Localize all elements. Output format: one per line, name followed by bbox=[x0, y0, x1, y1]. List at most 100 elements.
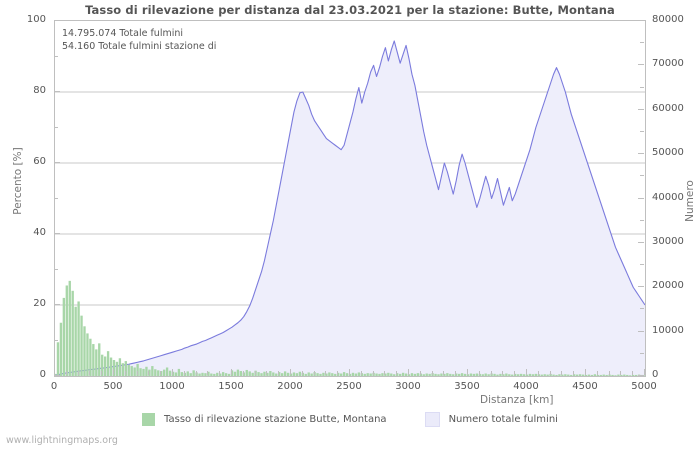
y-axis-right-tick-label: 50000 bbox=[652, 147, 684, 159]
axis-tick-mark bbox=[54, 233, 60, 234]
axis-tick-mark bbox=[455, 371, 457, 375]
axis-tick-mark bbox=[101, 371, 103, 375]
axis-tick-mark bbox=[408, 369, 409, 375]
x-axis-tick-label: 4500 bbox=[572, 381, 598, 392]
axis-tick-mark bbox=[172, 369, 173, 375]
axis-tick-mark bbox=[467, 369, 468, 375]
y-axis-right-tick-label: 20000 bbox=[652, 280, 684, 292]
axis-tick-mark bbox=[490, 371, 492, 375]
axis-tick-mark bbox=[640, 219, 644, 221]
legend-item[interactable]: Tasso di rilevazione stazione Butte, Mon… bbox=[142, 413, 387, 426]
axis-tick-mark bbox=[148, 371, 150, 375]
axis-tick-mark bbox=[640, 86, 644, 88]
axis-tick-mark bbox=[585, 369, 586, 375]
axis-tick-mark bbox=[608, 371, 610, 375]
axis-tick-mark bbox=[561, 371, 563, 375]
axis-tick-mark bbox=[54, 20, 60, 21]
axis-tick-mark bbox=[54, 304, 60, 305]
axis-tick-mark bbox=[573, 371, 575, 375]
x-axis-tick-label: 500 bbox=[103, 381, 123, 392]
axis-tick-mark bbox=[638, 197, 644, 199]
y-axis-left-tick-label: 100 bbox=[26, 14, 46, 25]
axis-tick-mark bbox=[549, 371, 551, 375]
plot-area bbox=[54, 20, 646, 377]
chart-title: Tasso di rilevazione per distanza dal 23… bbox=[85, 3, 615, 17]
axis-tick-mark bbox=[620, 371, 622, 375]
axis-tick-mark bbox=[443, 371, 445, 375]
axis-tick-mark bbox=[360, 371, 362, 375]
axis-tick-mark bbox=[54, 268, 58, 270]
axis-tick-mark bbox=[113, 369, 114, 375]
chart-legend: Tasso di rilevazione stazione Butte, Mon… bbox=[0, 412, 700, 427]
axis-tick-mark bbox=[640, 130, 644, 132]
x-axis-tick-label: 3000 bbox=[395, 381, 421, 392]
axis-tick-mark bbox=[640, 308, 644, 310]
axis-tick-mark bbox=[195, 371, 197, 375]
axis-tick-mark bbox=[396, 371, 398, 375]
axis-tick-mark bbox=[231, 369, 232, 375]
axis-tick-mark bbox=[431, 371, 433, 375]
axis-tick-mark bbox=[77, 371, 79, 375]
x-axis-tick-label: 2500 bbox=[336, 381, 362, 392]
y-axis-left-tick-label: 20 bbox=[33, 298, 46, 309]
axis-tick-mark bbox=[514, 371, 516, 375]
axis-tick-mark bbox=[638, 108, 644, 110]
axis-tick-mark bbox=[478, 371, 480, 375]
legend-swatch-icon bbox=[424, 412, 440, 427]
axis-tick-mark bbox=[537, 371, 539, 375]
axis-tick-mark bbox=[54, 91, 60, 92]
axis-tick-mark bbox=[638, 286, 644, 288]
axis-tick-mark bbox=[183, 371, 185, 375]
axis-tick-mark bbox=[526, 369, 527, 375]
y-axis-right-tick-label: 30000 bbox=[652, 235, 684, 247]
axis-tick-mark bbox=[219, 371, 221, 375]
axis-tick-mark bbox=[54, 369, 55, 375]
axis-tick-mark bbox=[124, 371, 126, 375]
x-axis-tick-label: 2000 bbox=[277, 381, 303, 392]
y-axis-left-label: Percento [%] bbox=[12, 147, 24, 215]
y-axis-right-tick-label: 10000 bbox=[652, 324, 684, 336]
chart-plot-svg bbox=[55, 40, 645, 376]
x-axis-tick-label: 1000 bbox=[159, 381, 185, 392]
axis-tick-mark bbox=[54, 197, 58, 199]
axis-tick-mark bbox=[502, 371, 504, 375]
y-axis-right-label: Numero bbox=[684, 180, 696, 222]
axis-tick-mark bbox=[596, 371, 598, 375]
axis-tick-mark bbox=[372, 371, 374, 375]
axis-tick-mark bbox=[65, 371, 67, 375]
axis-tick-mark bbox=[640, 175, 644, 177]
annotation-total-strokes: 14.795.074 Totale fulmini bbox=[62, 28, 184, 39]
axis-tick-mark bbox=[54, 375, 60, 376]
axis-tick-mark bbox=[638, 153, 644, 155]
axis-tick-mark bbox=[325, 371, 327, 375]
y-axis-left-tick-label: 80 bbox=[33, 85, 46, 96]
y-axis-left-tick-label: 60 bbox=[33, 156, 46, 167]
axis-tick-mark bbox=[54, 55, 58, 57]
axis-tick-mark bbox=[278, 371, 280, 375]
axis-tick-mark bbox=[638, 375, 644, 376]
x-axis-tick-label: 1500 bbox=[218, 381, 244, 392]
y-axis-right-tick-label: 60000 bbox=[652, 102, 684, 114]
axis-tick-mark bbox=[419, 371, 421, 375]
legend-label: Numero totale fulmini bbox=[448, 414, 558, 425]
legend-item[interactable]: Numero totale fulmini bbox=[424, 412, 558, 427]
x-axis-label: Distanza [km] bbox=[480, 394, 554, 406]
y-axis-left-tick-label: 0 bbox=[39, 369, 46, 380]
axis-tick-mark bbox=[54, 126, 58, 128]
x-axis-tick-label: 3500 bbox=[454, 381, 480, 392]
axis-tick-mark bbox=[640, 42, 644, 44]
axis-tick-mark bbox=[313, 371, 315, 375]
axis-tick-mark bbox=[384, 371, 386, 375]
annotation-station-strokes: 54.160 Totale fulmini stazione di bbox=[62, 41, 217, 52]
x-axis-tick-label: 4000 bbox=[513, 381, 539, 392]
x-axis-tick-label: 0 bbox=[50, 381, 58, 392]
legend-swatch-icon bbox=[142, 413, 156, 426]
axis-tick-mark bbox=[136, 371, 138, 375]
y-axis-right-tick-label: 70000 bbox=[652, 58, 684, 70]
y-axis-right-tick-label: 40000 bbox=[652, 191, 684, 203]
axis-tick-mark bbox=[254, 371, 256, 375]
axis-tick-mark bbox=[242, 371, 244, 375]
y-axis-right-tick-label: 0 bbox=[652, 369, 659, 380]
footer-watermark: www.lightningmaps.org bbox=[6, 435, 118, 446]
